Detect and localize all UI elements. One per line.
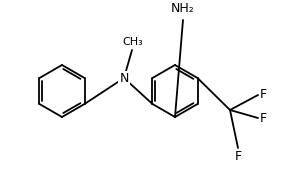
Text: CH₃: CH₃: [123, 37, 144, 47]
Text: N: N: [119, 71, 129, 84]
Text: F: F: [260, 89, 267, 102]
Text: F: F: [260, 111, 267, 124]
Text: NH₂: NH₂: [171, 2, 195, 15]
Text: F: F: [234, 150, 242, 163]
